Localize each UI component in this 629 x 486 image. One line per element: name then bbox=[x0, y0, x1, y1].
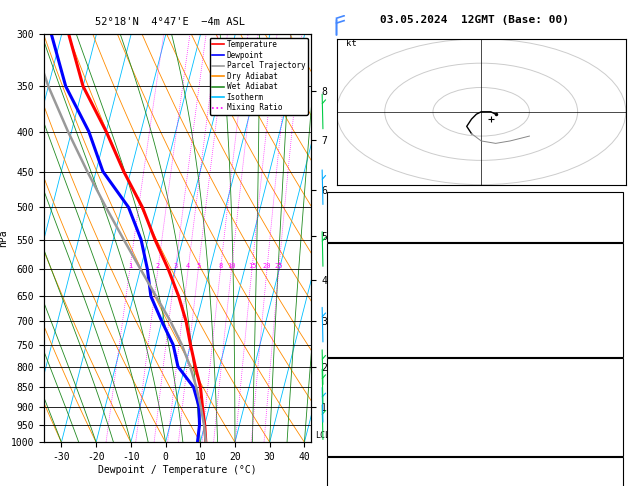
Text: Hodograph: Hodograph bbox=[448, 459, 501, 469]
Text: -56: -56 bbox=[602, 475, 620, 485]
Text: CIN (J): CIN (J) bbox=[330, 440, 371, 450]
Text: 10: 10 bbox=[227, 263, 236, 269]
Text: kt: kt bbox=[346, 39, 357, 48]
Y-axis label: km
ASL: km ASL bbox=[335, 219, 352, 238]
Text: Lifted Index: Lifted Index bbox=[330, 309, 401, 319]
Text: Most Unstable: Most Unstable bbox=[437, 360, 513, 370]
Text: Pressure (mb): Pressure (mb) bbox=[330, 376, 406, 386]
Text: 25: 25 bbox=[608, 193, 620, 204]
Legend: Temperature, Dewpoint, Parcel Trajectory, Dry Adiabat, Wet Adiabat, Isotherm, Mi: Temperature, Dewpoint, Parcel Trajectory… bbox=[210, 38, 308, 115]
Text: PW (cm): PW (cm) bbox=[330, 226, 371, 236]
Text: CAPE (J): CAPE (J) bbox=[330, 424, 377, 434]
Text: 1: 1 bbox=[128, 263, 132, 269]
Text: 0: 0 bbox=[614, 440, 620, 450]
Text: Lifted Index: Lifted Index bbox=[330, 408, 401, 418]
Text: 44: 44 bbox=[608, 209, 620, 220]
Text: LCL: LCL bbox=[316, 431, 330, 440]
Text: Dewp (°C): Dewp (°C) bbox=[330, 277, 383, 287]
Text: 4: 4 bbox=[614, 408, 620, 418]
Text: 20: 20 bbox=[263, 263, 271, 269]
Text: 11.6: 11.6 bbox=[596, 260, 620, 271]
X-axis label: Dewpoint / Temperature (°C): Dewpoint / Temperature (°C) bbox=[98, 465, 257, 475]
Text: 303: 303 bbox=[602, 293, 620, 303]
Y-axis label: hPa: hPa bbox=[0, 229, 8, 247]
Text: 52°18'N  4°47'E  −4m ASL: 52°18'N 4°47'E −4m ASL bbox=[95, 17, 245, 27]
Text: 25: 25 bbox=[275, 263, 283, 269]
Text: 5: 5 bbox=[196, 263, 201, 269]
Text: 310: 310 bbox=[602, 392, 620, 402]
Text: CAPE (J): CAPE (J) bbox=[330, 325, 377, 335]
Text: 0: 0 bbox=[614, 341, 620, 351]
Text: Totals Totals: Totals Totals bbox=[330, 209, 406, 220]
Text: 15: 15 bbox=[248, 263, 256, 269]
Text: θε(K): θε(K) bbox=[330, 293, 360, 303]
Text: CIN (J): CIN (J) bbox=[330, 341, 371, 351]
Text: 3: 3 bbox=[173, 263, 177, 269]
Text: 03.05.2024  12GMT (Base: 00): 03.05.2024 12GMT (Base: 00) bbox=[381, 15, 569, 25]
Text: K: K bbox=[330, 193, 336, 204]
Text: 0: 0 bbox=[614, 424, 620, 434]
Text: θε (K): θε (K) bbox=[330, 392, 365, 402]
Text: Temp (°C): Temp (°C) bbox=[330, 260, 383, 271]
Text: 4: 4 bbox=[186, 263, 190, 269]
Text: 8: 8 bbox=[614, 309, 620, 319]
Text: 750: 750 bbox=[602, 376, 620, 386]
Text: 9.2: 9.2 bbox=[602, 277, 620, 287]
Text: 2: 2 bbox=[156, 263, 160, 269]
Text: EH: EH bbox=[330, 475, 342, 485]
Text: 2.3: 2.3 bbox=[602, 226, 620, 236]
Text: 11: 11 bbox=[608, 325, 620, 335]
Text: Surface: Surface bbox=[454, 244, 496, 255]
Text: 8: 8 bbox=[218, 263, 223, 269]
